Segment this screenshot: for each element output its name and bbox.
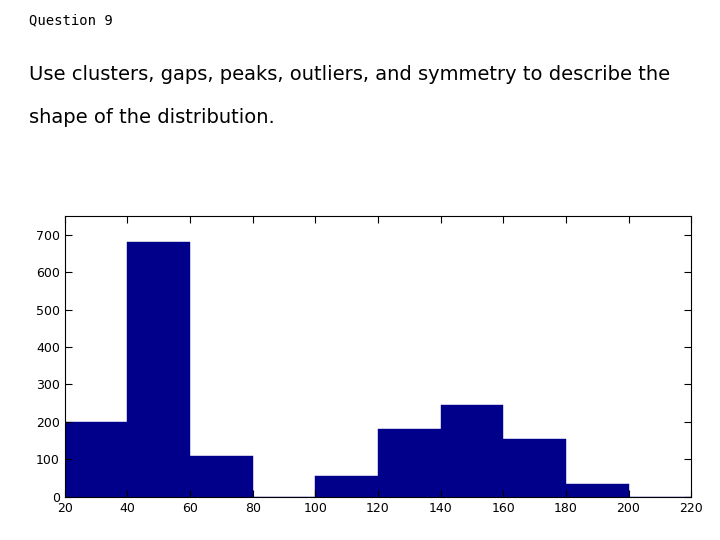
Bar bbox=[566, 484, 629, 497]
Bar bbox=[65, 422, 127, 497]
Bar bbox=[127, 242, 190, 497]
Bar bbox=[503, 439, 566, 497]
Bar bbox=[378, 429, 441, 497]
Text: Use clusters, gaps, peaks, outliers, and symmetry to describe the: Use clusters, gaps, peaks, outliers, and… bbox=[29, 65, 670, 84]
Text: shape of the distribution.: shape of the distribution. bbox=[29, 108, 274, 127]
Bar bbox=[441, 405, 503, 497]
Bar bbox=[315, 476, 378, 497]
Bar bbox=[190, 456, 253, 497]
Text: Question 9: Question 9 bbox=[29, 14, 112, 28]
